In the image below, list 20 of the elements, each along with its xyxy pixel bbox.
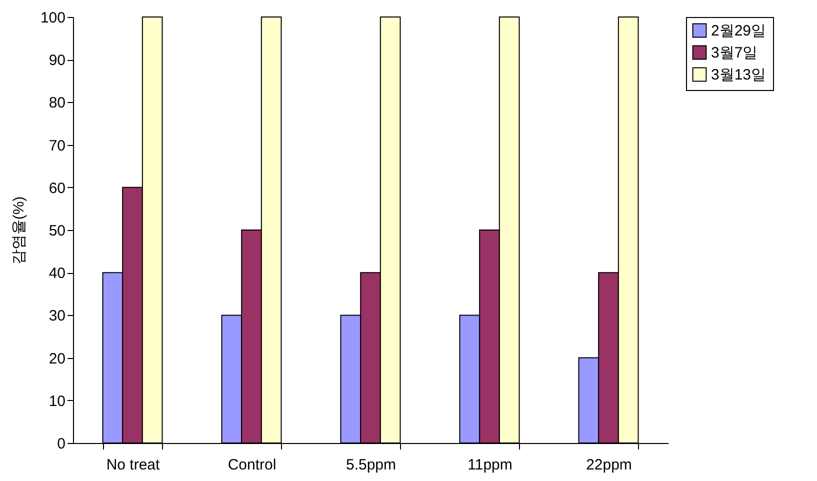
y-tick-label: 0	[57, 436, 66, 452]
y-tick-label: 90	[48, 52, 66, 70]
x-tick-label: Control	[228, 456, 276, 474]
legend-label: 3월7일	[711, 44, 758, 62]
y-tick-label: 50	[48, 222, 66, 240]
y-tick-label: 10	[48, 392, 66, 410]
x-tick-label: 5.5ppm	[346, 456, 396, 474]
x-tick-label: 22ppm	[586, 456, 632, 474]
y-tick-label: 40	[48, 265, 66, 282]
y-tick-label: 80	[48, 94, 66, 112]
y-tick-label: 20	[48, 350, 66, 368]
x-tick-label: No treat	[106, 456, 161, 474]
x-tick-label: 11ppm	[468, 456, 512, 474]
legend-label: 3월13일	[711, 66, 766, 84]
y-tick-label: 60	[48, 180, 66, 197]
y-axis-title: 감염율(%)	[10, 196, 28, 265]
legend-label: 2월29일	[711, 22, 766, 40]
y-tick-label: 30	[48, 308, 66, 325]
y-tick-label: 70	[48, 137, 66, 154]
y-tick-label: 100	[40, 10, 66, 26]
